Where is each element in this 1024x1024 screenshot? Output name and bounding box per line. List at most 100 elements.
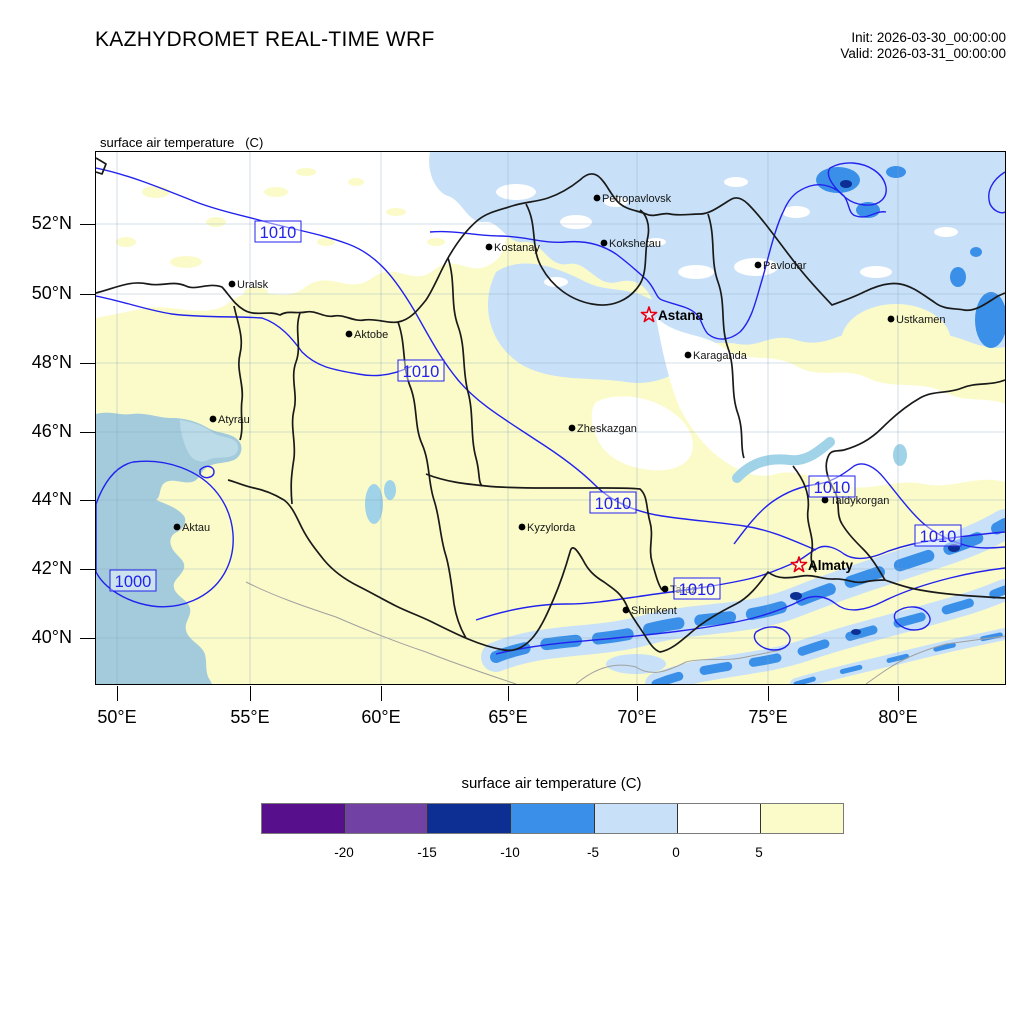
caspian-sea [96, 412, 242, 684]
lon-tick-label: 75°E [748, 707, 788, 727]
lat-tick-label: 42°N [31, 558, 72, 578]
legend-title: surface air temperature (C) [461, 775, 642, 792]
capitals-layer: Astana Almaty [640, 306, 854, 573]
city-marker-uralsk: Uralsk [228, 279, 269, 291]
lon-tick-label: 55°E [230, 707, 270, 727]
city-dot [887, 315, 895, 323]
city-dot [684, 351, 692, 359]
legend-tick-label: -10 [500, 845, 520, 860]
city-label: Shimkent [631, 605, 677, 617]
pressure-label-box [397, 359, 445, 382]
lat-tick [80, 223, 95, 225]
legend-tick-label: -15 [417, 845, 437, 860]
city-marker-pavlodar: Pavlodar [754, 260, 807, 272]
weather-map: Petropavlovsk Kostanay Kokshetau Pavlodar Ur… [96, 152, 1005, 684]
pressure-label-1010: 1010 [673, 577, 721, 600]
lon-tick-label: 60°E [361, 707, 401, 727]
pressure-label-box [109, 569, 157, 592]
lake-balkhash [732, 437, 835, 483]
city-marker-aktobe: Aktobe [345, 329, 388, 341]
city-dot [622, 606, 630, 614]
city-marker-atyrau: Atyrau [209, 414, 250, 426]
city-dot [173, 523, 181, 531]
pressure-label-text: 1000 [115, 573, 152, 591]
legend-color-cell [262, 804, 345, 833]
pressure-label-text: 1010 [920, 528, 957, 546]
city-label: Kokshetau [609, 238, 661, 250]
lat-tick [80, 431, 95, 433]
city-dot [568, 424, 576, 432]
city-dot [593, 194, 601, 202]
city-label: Pavlodar [763, 260, 807, 272]
city-dot [485, 243, 493, 251]
valid-time: Valid: 2026-03-31_00:00:00 [840, 46, 1006, 61]
capital-marker-almaty: Almaty [790, 556, 854, 573]
city-dot [661, 585, 669, 593]
legend-color-cell [593, 804, 677, 833]
lat-tick [80, 499, 95, 501]
kazakhstan-borders [96, 157, 1005, 653]
lat-tick-label: 52°N [31, 213, 72, 233]
legend-colorbar [261, 803, 844, 834]
city-marker-kokshetau: Kokshetau [600, 238, 661, 250]
city-label: Ustkamen [896, 314, 946, 326]
pressure-label-box [673, 577, 721, 600]
capital-marker-astana: Astana [640, 306, 704, 323]
country-borders-gray [245, 581, 1005, 684]
city-dot [228, 280, 236, 288]
pressure-label-1000: 1000 [109, 569, 157, 592]
capital-label: Almaty [808, 558, 854, 573]
temp-white-nw [96, 152, 526, 318]
city-label: Aktobe [354, 329, 388, 341]
pressure-label-text: 1010 [679, 581, 716, 599]
lon-tick-label: 50°E [97, 707, 137, 727]
legend-color-cell [676, 804, 760, 833]
capital-star-icon [640, 306, 658, 323]
aral-sea [365, 484, 383, 524]
lat-tick-label: 46°N [31, 421, 72, 441]
city-marker-taraz: Taraz [661, 584, 697, 596]
city-label: Atyrau [218, 414, 250, 426]
temp-lightblue-south [606, 654, 666, 674]
temp-white-center [591, 396, 693, 471]
pressure-label-1010: 1010 [254, 220, 302, 243]
lon-tick [636, 686, 638, 701]
city-marker-petropavlovsk: Petropavlovsk [593, 193, 672, 205]
legend-tick-label: -5 [586, 845, 599, 860]
pressure-label-1010: 1010 [808, 475, 856, 498]
city-marker-shimkent: Shimkent [622, 605, 677, 617]
lat-tick-label: 44°N [31, 489, 72, 509]
pressure-label-text: 1010 [595, 495, 632, 513]
temp-navy-spot [840, 180, 852, 188]
pressure-labels-layer: 1010 1010 1010 1010 1010 1010 1000 [109, 220, 962, 600]
init-time: Init: 2026-03-30_00:00:00 [851, 30, 1006, 45]
city-label: Kostanay [494, 242, 540, 254]
pressure-label-1010: 1010 [397, 359, 445, 382]
pressure-label-box [589, 491, 637, 514]
lat-tick [80, 637, 95, 639]
city-label: Aktau [182, 522, 210, 534]
run-info: Init: 2026-03-30_00:00:00 Valid: 2026-03… [640, 30, 1006, 62]
pressure-label-text: 1010 [403, 363, 440, 381]
city-marker-aktau: Aktau [173, 522, 210, 534]
warm-island-ustkamen [841, 304, 951, 380]
warm-speckles-nw [116, 168, 445, 297]
city-label: Taraz [670, 584, 697, 596]
city-marker-ustkamen: Ustkamen [887, 314, 946, 326]
pressure-label-box [808, 475, 856, 498]
lon-tick [897, 686, 899, 701]
city-marker-taldykorgan: Taldykorgan [821, 495, 889, 507]
pressure-label-text: 1010 [814, 479, 851, 497]
lon-tick-label: 70°E [617, 707, 657, 727]
lat-tick [80, 568, 95, 570]
temp-lightblue-north [429, 152, 1005, 348]
lon-tick [507, 686, 509, 701]
city-label: Taldykorgan [830, 495, 889, 507]
city-label: Karaganda [693, 350, 748, 362]
lat-tick-label: 50°N [31, 283, 72, 303]
lake-alakol [893, 444, 907, 466]
legend-tick-label: -20 [334, 845, 354, 860]
lat-tick-label: 48°N [31, 352, 72, 372]
lon-tick [249, 686, 251, 701]
